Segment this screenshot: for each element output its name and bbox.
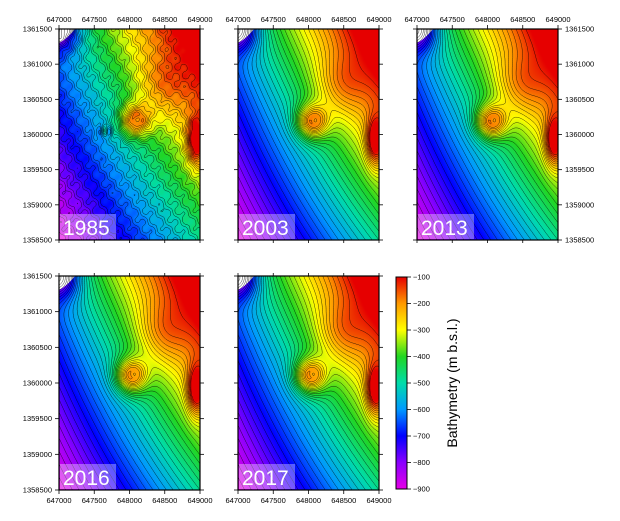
x-tick-label: 647000 [404,15,429,24]
colorbar-tick-label: −500 [413,379,430,388]
x-tick-label: 649000 [187,496,212,505]
y-tick-label: 1360500 [23,343,52,352]
map-panel-2013: 2013 647000 647500 648000 648500 649000 135850… [404,15,594,245]
y-tick-label: 1359500 [565,165,594,174]
year-label: 2017 [242,467,289,490]
x-tick-label: 647500 [82,496,107,505]
colorbar-tick-label: −400 [413,352,430,361]
colorbar-tick-label: −900 [413,485,430,494]
y-tick-label: 1358500 [23,236,52,245]
map-panel-2017: 2017 647000 647500 648000 648500 649000 [225,273,392,505]
colorbar-title: Bathymetry (m b.s.l.) [444,318,460,447]
x-tick-label: 647500 [261,496,286,505]
colorbar-tick-label: −300 [413,326,430,335]
x-tick-label: 648000 [117,15,142,24]
y-tick-label: 1361500 [23,25,52,34]
x-tick-label: 648500 [331,15,356,24]
y-tick-label: 1359500 [23,414,52,423]
x-tick-label: 649000 [187,15,212,24]
colorbar-scale [395,276,408,490]
year-label: 2013 [421,217,468,240]
year-label-box [418,214,474,239]
year-label-box [60,214,116,239]
y-tick-label: 1359000 [23,200,52,209]
year-label: 1985 [63,217,110,240]
colorbar: −100 −200 −300 −400 −500 −600 −700 −800 −900 Bath… [395,273,460,494]
x-tick-label: 647000 [46,496,71,505]
y-tick-label: 1360500 [565,95,594,104]
x-tick-label: 647000 [225,496,250,505]
map-panel-2003: 2003 647000 647500 648000 648500 649000 [225,15,392,243]
y-tick-label: 1361000 [565,60,594,69]
colorbar-tick-label: −200 [413,299,430,308]
x-tick-label: 648500 [331,496,356,505]
x-tick-label: 648500 [152,15,177,24]
y-tick-label: 1360000 [565,130,594,139]
contour-lines [59,29,200,240]
year-label: 2003 [242,217,289,240]
x-tick-label: 648000 [296,496,321,505]
bathymetry-surface [59,276,200,490]
y-tick-label: 1358500 [23,486,52,495]
y-tick-label: 1358500 [565,236,594,245]
y-tick-label: 1361000 [23,60,52,69]
y-tick-label: 1360500 [23,95,52,104]
x-tick-label: 647500 [440,15,465,24]
x-tick-label: 648500 [152,496,177,505]
x-tick-label: 648000 [296,15,321,24]
map-panel-1985: 1985 647000 647500 648000 648500 649000 135850… [23,15,213,245]
x-tick-label: 649000 [366,15,391,24]
y-tick-label: 1361500 [565,25,594,34]
colorbar-tick-label: −100 [413,273,430,282]
year-label-box [60,464,116,489]
x-tick-label: 647500 [82,15,107,24]
colorbar-tick-label: −600 [413,405,430,414]
x-tick-label: 648500 [510,15,535,24]
y-tick-label: 1359000 [565,200,594,209]
colorbar-tick-label: −700 [413,432,430,441]
y-tick-label: 1359000 [23,450,52,459]
x-tick-label: 647000 [46,15,71,24]
bathymetry-surface [238,276,379,490]
y-tick-label: 1360000 [23,379,52,388]
map-panel-2016: 2016 647000 647500 648000 648500 649000 135850… [23,272,213,506]
y-tick-label: 1360000 [23,130,52,139]
x-tick-label: 647000 [225,15,250,24]
y-tick-label: 1361000 [23,307,52,316]
x-tick-label: 649000 [366,496,391,505]
year-label: 2016 [63,467,110,490]
colorbar-tick-label: −800 [413,458,430,467]
y-tick-label: 1361500 [23,272,52,281]
x-tick-label: 648000 [117,496,142,505]
y-tick-label: 1359500 [23,165,52,174]
x-tick-label: 649000 [545,15,570,24]
year-label-box [239,214,295,239]
x-tick-label: 647500 [261,15,286,24]
x-tick-label: 648000 [475,15,500,24]
year-label-box [239,464,295,489]
